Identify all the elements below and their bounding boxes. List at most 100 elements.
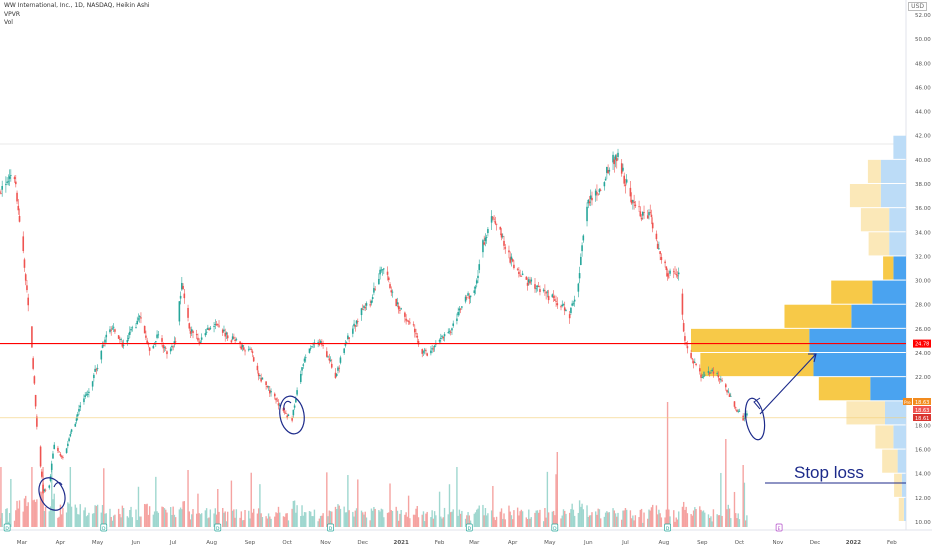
volume-bar	[638, 517, 639, 527]
volume-bar	[144, 504, 145, 527]
candle-body	[638, 206, 640, 207]
volume-bar	[625, 508, 626, 527]
candle-body	[96, 369, 98, 370]
x-tick-label: Nov	[772, 540, 783, 546]
volume-bar	[621, 520, 622, 527]
volume-bar	[448, 514, 449, 527]
candle-body	[139, 316, 141, 317]
candle-body	[461, 306, 463, 307]
candle-body	[93, 375, 95, 378]
volume-bar	[14, 521, 15, 527]
volume-bar	[716, 514, 717, 527]
volume-bar	[243, 520, 244, 527]
volume-bar	[226, 521, 227, 527]
x-tick-label: Feb	[887, 540, 897, 546]
candle-body	[622, 168, 624, 171]
volume-bar	[18, 509, 19, 527]
candle-body	[131, 327, 133, 328]
candle-body	[127, 340, 129, 342]
candle-body	[487, 229, 489, 233]
candle-body	[146, 341, 148, 344]
candle-body	[548, 296, 550, 300]
candle-body	[110, 330, 112, 331]
y-tick-label: 36.00	[915, 206, 931, 212]
volume-bar	[26, 506, 27, 527]
vpvr-up-volume	[893, 136, 906, 159]
volume-bar	[198, 513, 199, 527]
candle-body	[735, 407, 737, 408]
candle-body	[578, 284, 580, 292]
volume-bar	[400, 510, 401, 527]
volume-bar	[15, 510, 16, 527]
candle-body	[275, 398, 277, 400]
candle-body	[16, 193, 18, 202]
volume-bar	[275, 512, 276, 527]
volume-bar	[135, 510, 136, 527]
currency-badge[interactable]: USD	[908, 2, 927, 11]
candle-body	[136, 321, 138, 324]
candle-body	[62, 457, 64, 458]
volume-bar	[521, 510, 522, 527]
y-tick-label: 46.00	[915, 85, 931, 91]
indicator-vpvr-label[interactable]: VPVR	[4, 11, 150, 20]
vpvr-down-volume	[875, 425, 893, 448]
candle-body	[499, 227, 501, 230]
symbol-title[interactable]: WW International, Inc., 1D, NASDAQ, Heik…	[4, 2, 150, 11]
volume-bar	[453, 509, 454, 527]
volume-bar	[397, 511, 398, 527]
y-tick-label: 28.00	[915, 303, 931, 309]
candle-body	[218, 326, 220, 327]
candle-body	[439, 340, 441, 342]
candle-body	[586, 207, 588, 221]
candle-body	[399, 310, 401, 311]
volume-bar	[684, 510, 685, 527]
volume-bar	[528, 510, 529, 527]
volume-bar	[103, 468, 104, 527]
volume-bar	[248, 511, 249, 527]
candle-body	[574, 300, 576, 302]
volume-bar	[505, 519, 506, 527]
candle-body	[452, 323, 454, 325]
candle-body	[77, 414, 79, 416]
y-tick-label: 52.00	[915, 13, 931, 19]
volume-bar	[398, 521, 399, 527]
volume-bar	[581, 504, 582, 527]
volume-bar	[277, 513, 278, 527]
candle-body	[145, 336, 147, 338]
candle-body	[330, 360, 332, 361]
volume-bar	[269, 516, 270, 527]
volume-bar	[71, 507, 72, 527]
vpvr-up-volume	[902, 474, 906, 497]
candle-body	[9, 176, 11, 179]
indicator-vol-label[interactable]: Vol	[4, 19, 150, 28]
candle-body	[560, 306, 562, 307]
candle-body	[482, 240, 484, 252]
y-tick-label: 10.00	[915, 520, 931, 526]
candle-body	[413, 324, 415, 325]
y-tick-label: 24.00	[915, 351, 931, 357]
volume-bar	[206, 508, 207, 527]
volume-spike	[217, 489, 218, 527]
candle-body	[512, 259, 514, 261]
dividend-marker-label: D	[553, 526, 557, 532]
candle-body	[569, 314, 571, 318]
candle-body	[372, 297, 374, 299]
candle-body	[518, 272, 520, 274]
volume-bar	[340, 509, 341, 527]
volume-bar	[154, 511, 155, 527]
volume-bar	[580, 507, 581, 527]
candle-body	[161, 338, 163, 342]
candle-body	[48, 485, 50, 487]
candle-body	[362, 309, 364, 310]
candle-body	[547, 292, 549, 293]
volume-bar	[708, 514, 709, 527]
candle-body	[404, 313, 406, 317]
support-price-label: 24.78	[915, 342, 929, 348]
volume-bar	[78, 514, 79, 527]
volume-bar	[113, 516, 114, 527]
vpvr-down-volume	[883, 256, 893, 279]
volume-bar	[744, 483, 745, 527]
candle-body	[492, 217, 494, 218]
